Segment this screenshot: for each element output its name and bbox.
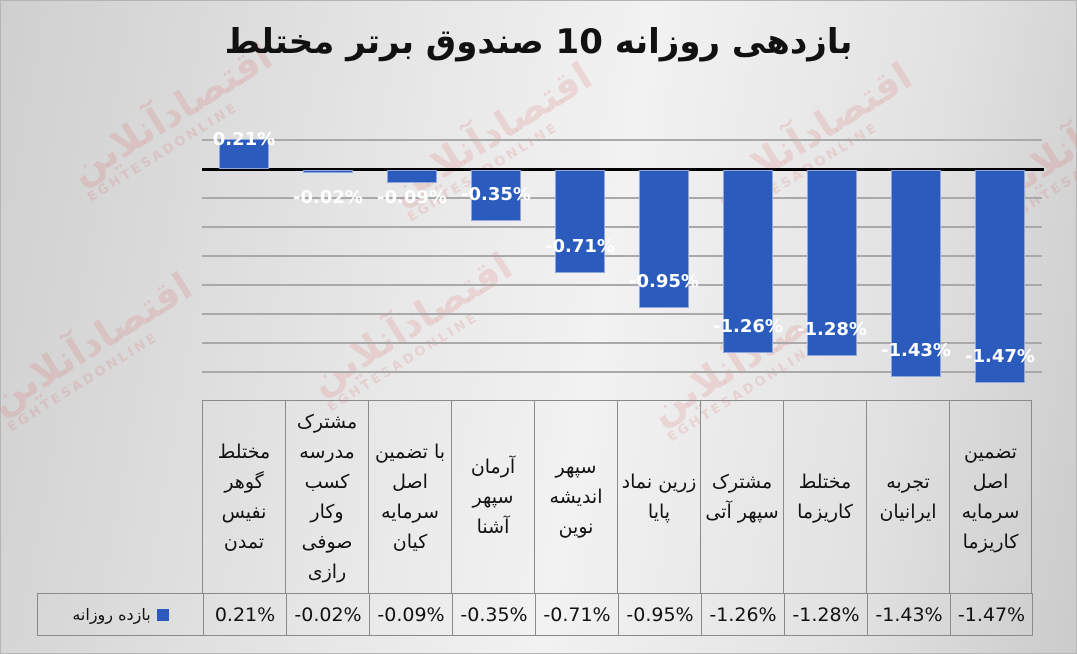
- data-label: -1.43%: [881, 340, 951, 362]
- value-cell: -0.09%: [369, 593, 452, 636]
- category-label: زرین نماد پایا: [617, 400, 700, 593]
- gridline: [202, 313, 1042, 315]
- bar: [891, 170, 941, 378]
- plot-area: 0.21% -0.02% -0.09% -0.35% -0.71% -0.95% -1.26…: [202, 120, 1044, 400]
- value-cell: -1.47%: [950, 593, 1033, 636]
- category-label: با تضمین اصل سرمایه کیان: [368, 400, 451, 593]
- bar: [639, 170, 689, 308]
- data-label: 0.21%: [212, 128, 276, 150]
- bar: [807, 170, 857, 356]
- category-label: مشترک مدرسه کسب وکار صوفی رازی: [285, 400, 368, 593]
- chart-title: بازدهی روزانه 10 صندوق برتر مختلط: [224, 22, 853, 62]
- bar: [303, 170, 353, 173]
- value-cell: -1.43%: [867, 593, 950, 636]
- legend-swatch-icon: [156, 608, 169, 621]
- zero-axis-line: [202, 168, 1044, 171]
- category-label: سپهر اندیشه نوین: [534, 400, 617, 593]
- bar: [555, 170, 605, 273]
- data-label: -0.35%: [461, 183, 531, 205]
- gridline: [202, 371, 1042, 373]
- bar: [387, 170, 437, 184]
- value-cell: 0.21%: [203, 593, 286, 636]
- gridline: [202, 226, 1042, 228]
- category-label: آرمان سپهر آشنا: [451, 400, 534, 593]
- legend-label: بازده روزانه: [72, 605, 151, 624]
- value-cell: -0.35%: [452, 593, 535, 636]
- data-label: -0.95%: [629, 270, 699, 292]
- value-cell: -1.26%: [701, 593, 784, 636]
- data-label: -1.28%: [797, 318, 867, 340]
- gridline: [202, 255, 1042, 257]
- values-row: بازده روزانه 0.21% -0.02% -0.09% -0.35% -0.7…: [37, 593, 1033, 636]
- category-label: مختلط کاریزما: [783, 400, 866, 593]
- value-cell: -0.95%: [618, 593, 701, 636]
- bar: [471, 170, 521, 221]
- data-label: -0.71%: [545, 235, 615, 257]
- gridline: [202, 284, 1042, 286]
- legend-cell: بازده روزانه: [37, 593, 203, 636]
- value-cell: -1.28%: [784, 593, 867, 636]
- category-label: تجربه ایرانیان: [866, 400, 949, 593]
- bar: [975, 170, 1025, 384]
- bar: [723, 170, 773, 353]
- category-label: تضمین اصل سرمایه کاریزما: [949, 400, 1032, 593]
- value-cell: -0.71%: [535, 593, 618, 636]
- value-cell: -0.02%: [286, 593, 369, 636]
- data-label: -1.26%: [713, 315, 783, 337]
- gridline: [202, 342, 1042, 344]
- data-label: -1.47%: [965, 346, 1035, 368]
- data-label: -0.09%: [377, 187, 447, 208]
- data-label: -0.02%: [293, 187, 363, 208]
- category-label: مشترک سپهر آتی: [700, 400, 783, 593]
- category-header-row: مختلط گوهر نفیس تمدن مشترک مدرسه کسب وکار…: [202, 400, 1032, 593]
- gridline: [202, 139, 1042, 141]
- category-label: مختلط گوهر نفیس تمدن: [202, 400, 285, 593]
- bar: [219, 138, 269, 169]
- gridline: [202, 197, 1042, 199]
